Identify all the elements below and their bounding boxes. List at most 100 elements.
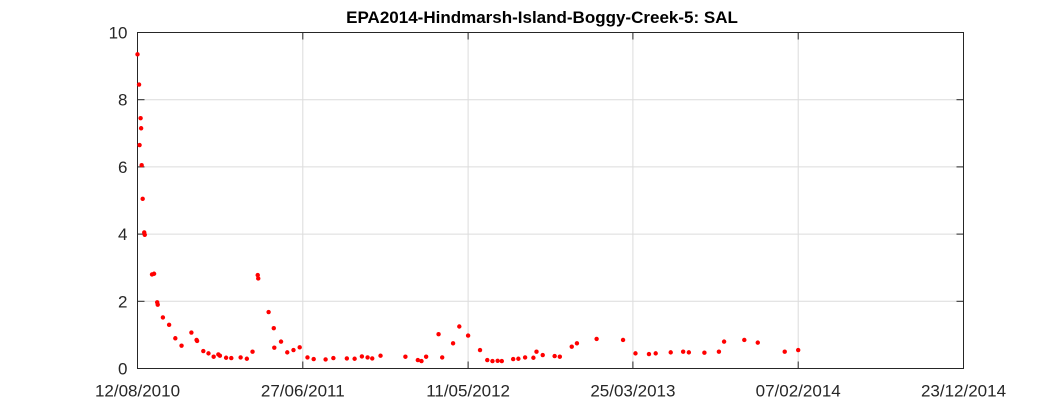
data-point [250, 349, 255, 354]
data-point [795, 347, 801, 353]
data-point [271, 325, 276, 331]
data-point [477, 347, 483, 353]
data-point [457, 324, 462, 329]
data-point [668, 350, 673, 355]
data-point [716, 349, 722, 354]
x-axis-tick-labels: 12/08/2010 27/06/2011 11/05/2012 25/03/2013… [95, 382, 1006, 401]
x-tick-label: 11/05/2012 [426, 382, 510, 401]
data-point [653, 351, 658, 356]
x-tick-label: 25/03/2013 [590, 382, 675, 401]
data-point [173, 336, 178, 341]
data-point [256, 276, 261, 281]
data-point [255, 272, 260, 278]
data-point [266, 309, 271, 315]
x-tick-label: 07/02/2014 [756, 382, 841, 401]
data-point [594, 336, 599, 342]
data-point [540, 352, 545, 358]
data-point [574, 341, 580, 346]
data-point [352, 356, 357, 361]
data-point [272, 345, 277, 350]
x-tick-label: 12/08/2010 [95, 382, 180, 401]
data-point [179, 343, 184, 348]
data-point [450, 341, 456, 346]
data-point [680, 349, 686, 354]
data-point [135, 52, 140, 57]
data-point [365, 355, 370, 360]
data-point [702, 350, 707, 355]
data-point [229, 355, 234, 361]
data-point [140, 196, 145, 202]
data-point [516, 356, 521, 361]
data-point [359, 354, 365, 359]
data-point [139, 163, 144, 168]
data-point [211, 354, 216, 359]
x-tick-label: 23/12/2014 [921, 382, 1006, 401]
data-point [291, 347, 296, 353]
data-point [206, 351, 211, 356]
y-tick-label: 4 [118, 225, 127, 244]
axis-ticks [137, 32, 964, 369]
data-point [423, 354, 429, 359]
data-point [495, 358, 500, 363]
data-point [620, 337, 626, 343]
data-point [485, 357, 490, 363]
data-point [633, 351, 638, 356]
data-point [499, 358, 504, 364]
data-point [142, 232, 147, 237]
data-point [155, 302, 160, 307]
data-point [217, 353, 223, 358]
data-point [137, 142, 142, 148]
data-points [135, 52, 801, 364]
data-point [151, 271, 157, 276]
data-point [160, 315, 166, 320]
x-tick-label: 27/06/2011 [261, 382, 345, 401]
data-point [194, 338, 200, 344]
data-point [755, 340, 760, 345]
y-tick-label: 10 [109, 24, 128, 43]
data-point [311, 356, 316, 362]
chart-title: EPA2014-Hindmarsh-Island-Boggy-Creek-5: … [346, 8, 738, 27]
data-point [419, 358, 424, 364]
data-point [189, 330, 194, 335]
data-point [223, 355, 229, 360]
data-point [721, 339, 727, 344]
data-point [323, 357, 328, 362]
data-point [522, 355, 528, 360]
data-point [490, 358, 495, 364]
data-point [646, 351, 652, 357]
plot-frame [137, 32, 964, 369]
data-point [201, 348, 206, 354]
data-point [686, 350, 692, 355]
data-point [569, 344, 574, 349]
data-point [305, 355, 310, 360]
data-point [436, 332, 441, 337]
data-point [415, 357, 421, 363]
data-point [534, 349, 539, 354]
y-axis-tick-labels: 0 2 4 6 8 10 [109, 24, 128, 379]
data-point [557, 354, 563, 359]
y-tick-label: 0 [118, 360, 127, 379]
data-point [403, 354, 408, 359]
data-point [531, 355, 536, 360]
data-point [344, 356, 350, 361]
data-point [510, 356, 516, 362]
data-point [138, 115, 143, 121]
data-point [370, 356, 375, 361]
data-point [136, 82, 142, 87]
y-tick-label: 2 [118, 292, 127, 311]
data-point [782, 349, 787, 354]
data-point [552, 353, 557, 359]
data-point [331, 355, 336, 361]
data-point [742, 337, 747, 343]
data-point [465, 333, 471, 338]
data-point [244, 356, 250, 361]
y-tick-label: 8 [118, 91, 127, 110]
grid-lines [137, 32, 964, 369]
y-tick-label: 6 [118, 158, 127, 177]
data-point [278, 339, 284, 344]
data-point [166, 322, 172, 328]
data-point [285, 350, 290, 355]
data-point [378, 353, 383, 358]
data-point [138, 126, 144, 131]
